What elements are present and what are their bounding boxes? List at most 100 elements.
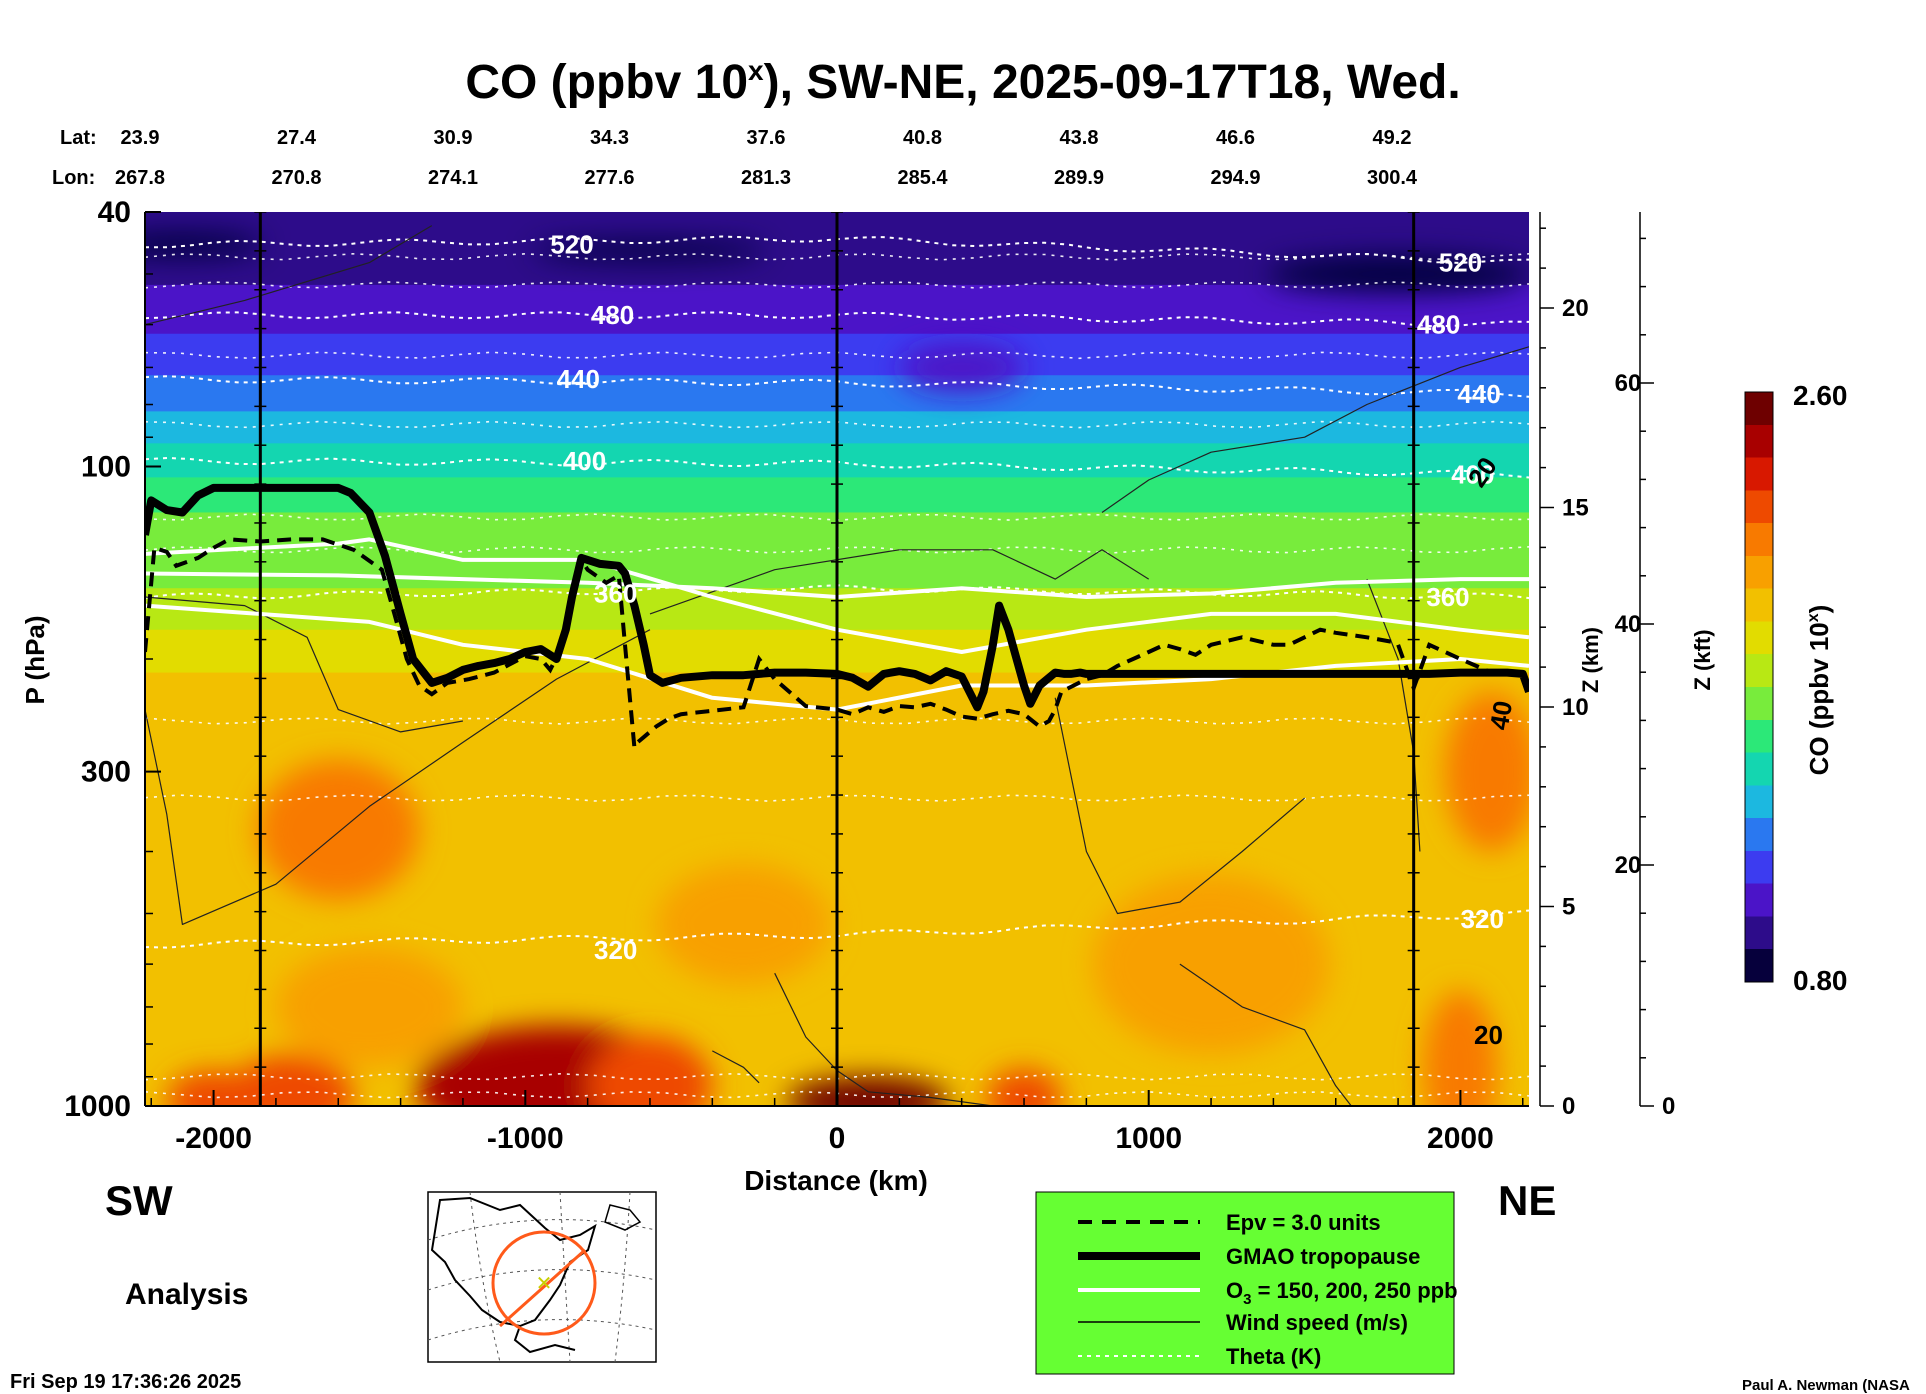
- lon-value: 281.3: [741, 167, 791, 189]
- legend-theta: Theta (K): [1226, 1344, 1321, 1369]
- lat-value: 40.8: [903, 127, 942, 149]
- pressure-tick-label: 1000: [64, 1090, 131, 1123]
- credit: Paul A. Newman (NASA: [1742, 1377, 1910, 1394]
- co-feature: [145, 232, 264, 257]
- wind-contour: [1054, 697, 1305, 915]
- wind-label: 40: [1484, 699, 1519, 733]
- colorbar-max: 2.60: [1793, 380, 1848, 411]
- wind-contour: [145, 225, 433, 326]
- gmao-tropopause-line: [145, 483, 1529, 712]
- wind-contour: [712, 1050, 760, 1084]
- theta-label: 320: [1461, 904, 1504, 934]
- co-feature: [1423, 990, 1498, 1106]
- z-km-tick-label: 10: [1562, 694, 1589, 721]
- theta-label: 520: [1439, 248, 1482, 278]
- lat-value: 49.2: [1373, 127, 1412, 149]
- wind-contour: [649, 549, 1150, 615]
- legend-ozone: O3 = 150, 200, 250 ppb: [1226, 1278, 1458, 1308]
- theta-label: 480: [1417, 310, 1460, 340]
- lon-row-label: Lon:: [52, 167, 95, 189]
- lat-value: 46.6: [1216, 127, 1255, 149]
- z-km-tick-label: 0: [1562, 1093, 1575, 1120]
- lon-value: 267.8: [115, 167, 165, 189]
- distance-tick-label: 2000: [1427, 1122, 1494, 1155]
- wind-contour: [1101, 346, 1529, 513]
- wind-contour: [774, 972, 993, 1106]
- co-feature: [587, 1035, 713, 1106]
- legend: Epv = 3.0 units GMAO tropopause O3 = 150…: [1035, 1191, 1458, 1375]
- wind-contour: [145, 629, 651, 925]
- distance-tick-label: 1000: [1115, 1122, 1182, 1155]
- pressure-tick-label: 300: [81, 756, 131, 789]
- theta-label: 400: [1451, 460, 1494, 490]
- theta-labels: 520 480 440 400 360 320 520 480 440 400 360 320: [550, 230, 1504, 965]
- distance-tick-label: -2000: [175, 1122, 252, 1155]
- pressure-tick-label: 40: [98, 196, 131, 229]
- co-feature: [1092, 874, 1330, 1055]
- z-km-label: Z (km): [1578, 627, 1603, 693]
- wind-label: 20: [1474, 1020, 1503, 1050]
- ne-label: NE: [1498, 1177, 1556, 1224]
- co-field-features: [145, 232, 1529, 1106]
- legend-epv: Epv = 3.0 units: [1226, 1210, 1381, 1235]
- wind-contour: [1179, 963, 1352, 1106]
- y-axis-label: P (hPa): [20, 615, 50, 704]
- z-km-tick-label: 5: [1562, 894, 1575, 921]
- vertical-reference-lines: [254, 212, 1420, 1106]
- theta-label: 360: [1426, 582, 1469, 612]
- z-kft-tick-label: 60: [1615, 370, 1642, 397]
- lat-value: 43.8: [1060, 127, 1099, 149]
- z-kft-tick-label: 20: [1615, 852, 1642, 879]
- theta-label: 520: [550, 230, 593, 260]
- pressure-axis: 40 100 300 1000: [64, 196, 161, 1123]
- wind-contour: [145, 596, 464, 733]
- co-feature: [1267, 255, 1529, 292]
- co-feature: [531, 240, 769, 261]
- lat-values: 23.9 27.4 30.9 34.3 37.6 40.8 43.8 46.6 49.2: [121, 127, 1412, 149]
- chart-title: CO (ppbv 10x), SW-NE, 2025-09-17T18, Wed…: [465, 55, 1460, 109]
- z-km-tick-label: 20: [1562, 295, 1589, 322]
- distance-tick-label: 0: [829, 1122, 846, 1155]
- plot-area: 520 480 440 400 360 320 520 480 440 400 360 320 20 4…: [145, 212, 1529, 1106]
- distance-tick-label: -1000: [487, 1122, 564, 1155]
- sw-label: SW: [105, 1177, 173, 1224]
- distance-axis: -2000 -1000 0 1000 2000: [145, 1090, 1529, 1155]
- colorbar: [1744, 391, 1774, 983]
- lon-value: 285.4: [897, 167, 948, 189]
- lat-value: 23.9: [121, 127, 160, 149]
- z-kft-tick-label: 0: [1662, 1093, 1675, 1120]
- colorbar-min: 0.80: [1793, 965, 1848, 996]
- theta-label: 320: [594, 935, 637, 965]
- svg-text:✕: ✕: [536, 1271, 553, 1295]
- lat-value: 37.6: [747, 127, 786, 149]
- epv-line: [145, 537, 1529, 754]
- z-kft-axis: 0 20 40 60: [1615, 212, 1675, 1120]
- co-feature: [787, 1076, 950, 1106]
- lon-value: 294.9: [1210, 167, 1260, 189]
- z-kft-label: Z (kft): [1690, 629, 1715, 690]
- x-axis-label: Distance (km): [744, 1165, 928, 1196]
- co-feature: [1444, 691, 1529, 852]
- co-feature: [656, 864, 831, 985]
- lon-value: 274.1: [428, 167, 478, 189]
- lon-value: 300.4: [1367, 167, 1418, 189]
- lat-value: 34.3: [590, 127, 629, 149]
- z-km-tick-label: 15: [1562, 495, 1589, 522]
- z-kft-tick-label: 40: [1615, 611, 1642, 638]
- lon-value: 277.6: [584, 167, 634, 189]
- lat-value: 27.4: [277, 127, 317, 149]
- location-map: ✕: [427, 1191, 657, 1363]
- theta-label: 480: [591, 300, 634, 330]
- ozone-contour: [145, 603, 1529, 712]
- theta-label: 360: [594, 579, 637, 609]
- legend-wind: Wind speed (m/s): [1226, 1310, 1408, 1335]
- co-feature: [899, 342, 1025, 393]
- lon-values: 267.8 270.8 274.1 277.6 281.3 285.4 289.9 294.9…: [115, 167, 1418, 189]
- analysis-label: Analysis: [125, 1278, 248, 1311]
- z-km-axis: 0 5 10 15 20: [1539, 212, 1589, 1120]
- colorbar-label: CO (ppbv 10x): [1804, 605, 1834, 776]
- timestamp: Fri Sep 19 17:36:26 2025: [10, 1371, 241, 1393]
- lat-value: 30.9: [434, 127, 473, 149]
- wind-contours: [145, 225, 1529, 1106]
